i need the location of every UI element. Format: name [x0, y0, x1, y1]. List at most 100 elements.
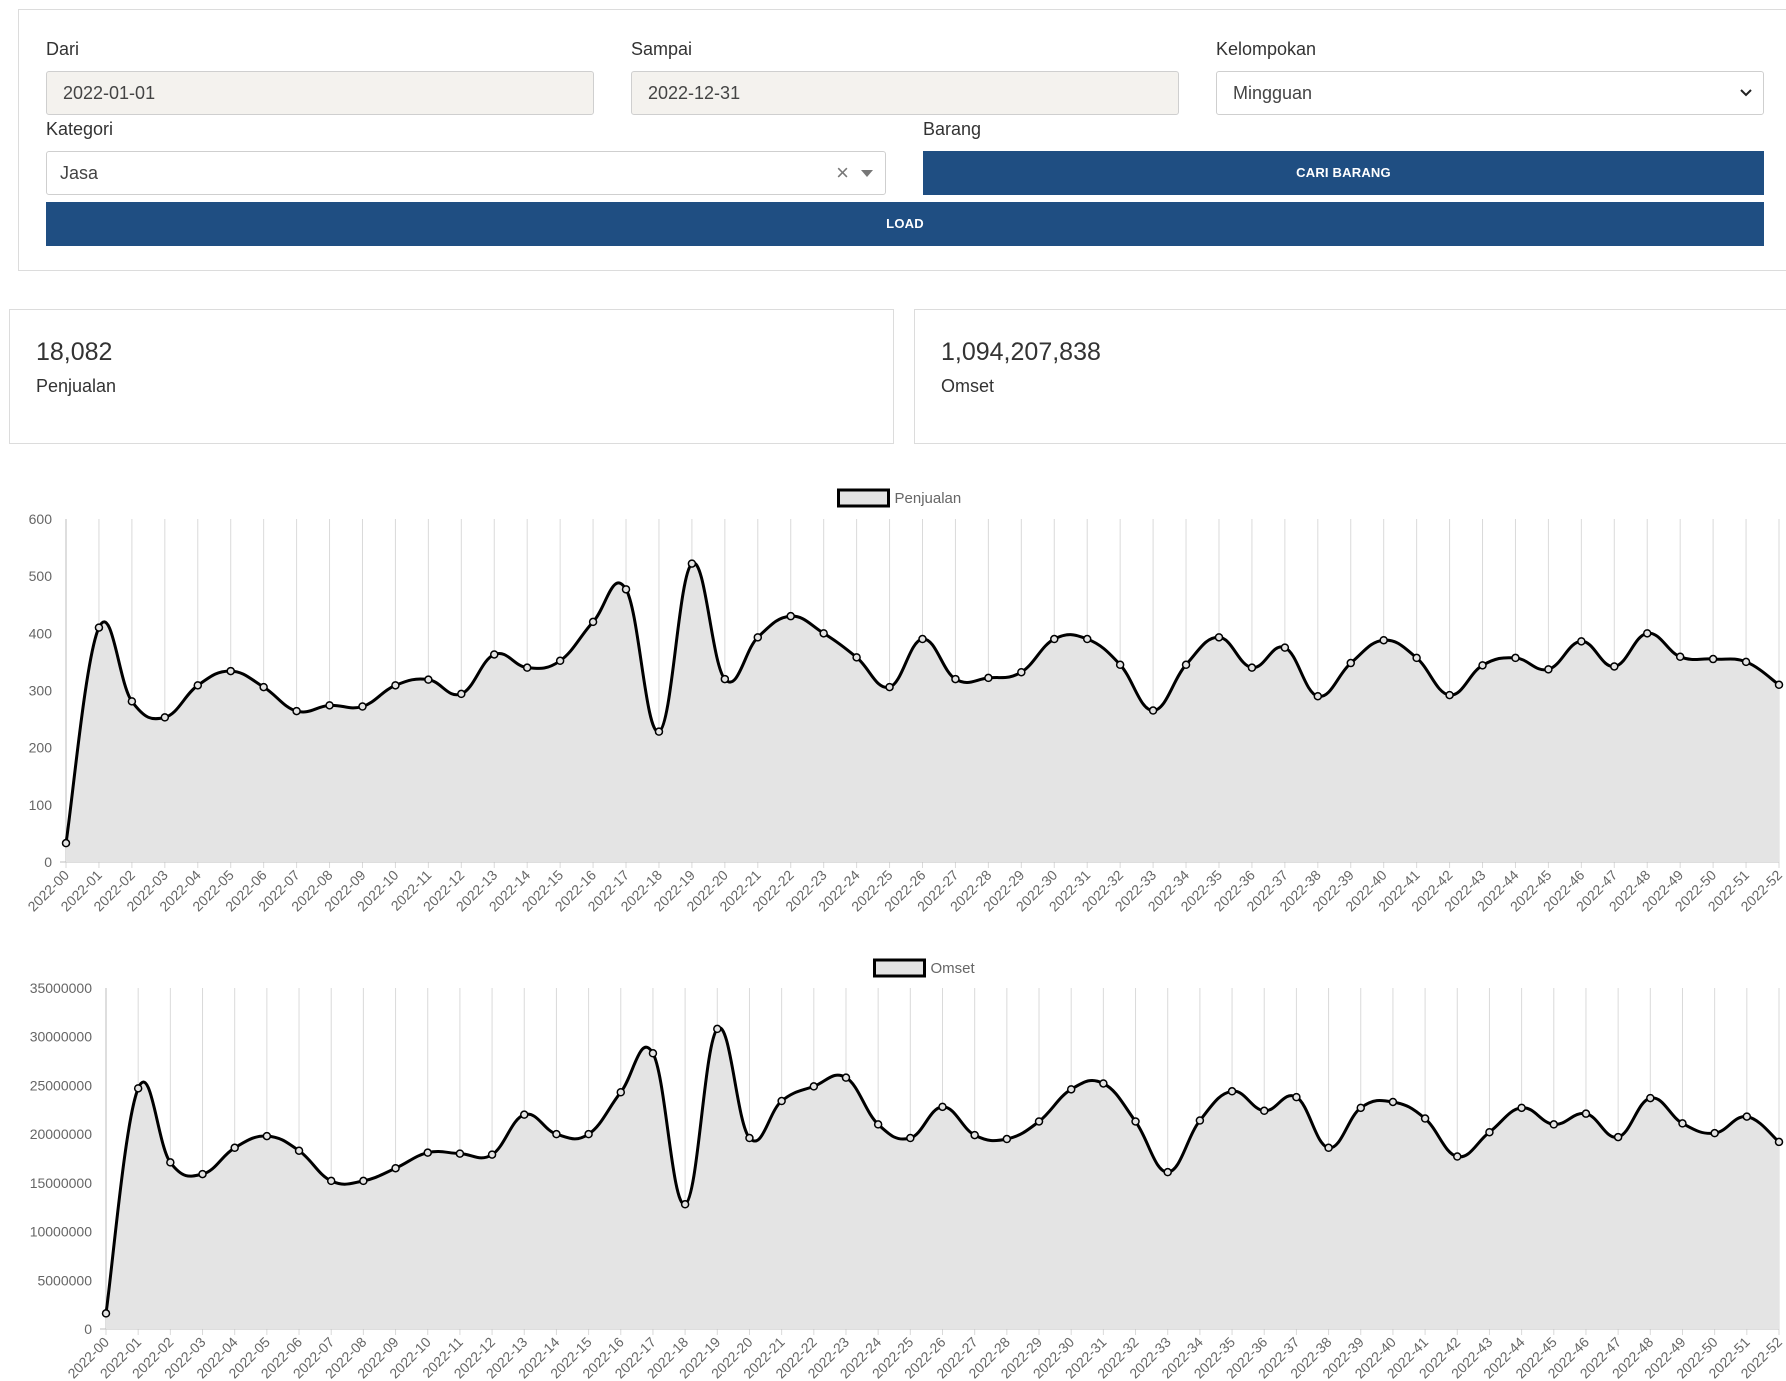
series-area	[106, 1027, 1779, 1329]
kategori-selected-value: Jasa	[60, 163, 99, 183]
data-point	[951, 674, 960, 684]
data-point	[753, 633, 763, 642]
data-point	[61, 838, 71, 848]
data-point	[621, 585, 631, 594]
data-point	[1642, 629, 1652, 638]
data-point	[1549, 1120, 1559, 1129]
data-point	[713, 1024, 722, 1034]
data-point	[1131, 1117, 1140, 1126]
data-point	[1581, 1109, 1591, 1118]
data-point	[720, 674, 730, 684]
data-point	[852, 653, 861, 662]
data-point	[616, 1087, 626, 1097]
penjualan-chart: Penjualan01002003004005006002022-002022-…	[24, 488, 1785, 914]
data-point	[1247, 663, 1257, 672]
data-point	[1412, 653, 1421, 663]
kelompokan-label: Kelompokan	[1216, 39, 1317, 59]
sampai-label: Sampai	[631, 39, 693, 59]
legend-label: Penjualan	[895, 490, 962, 507]
y-tick-label: 400	[29, 625, 53, 641]
omset-chart: Omset 0 5000000 10000000 15000000 20000000 250…	[30, 958, 1785, 1381]
data-point	[1227, 1087, 1237, 1096]
data-point	[1313, 691, 1323, 701]
kategori-select[interactable]: Jasa ×	[46, 151, 886, 195]
clear-icon[interactable]: ×	[836, 160, 849, 185]
dari-date-input[interactable]: 2022-01-01	[46, 71, 594, 115]
data-point	[326, 1176, 336, 1186]
data-point	[1002, 1134, 1012, 1144]
omset-stat-card: 1,094,207,838 Omset	[914, 309, 1786, 444]
data-point	[687, 559, 697, 568]
data-point	[325, 701, 334, 710]
data-point	[1741, 657, 1751, 667]
data-point	[1346, 658, 1355, 668]
data-point	[1163, 1167, 1172, 1177]
data-point	[1678, 1119, 1687, 1128]
data-point	[1195, 1116, 1205, 1125]
data-point	[457, 689, 466, 699]
data-point	[1017, 667, 1026, 677]
data-point	[1774, 680, 1784, 690]
data-point	[1388, 1097, 1398, 1107]
data-point	[1034, 1117, 1044, 1126]
data-point	[1099, 1079, 1108, 1088]
data-point	[555, 656, 565, 666]
data-point	[1066, 1085, 1076, 1094]
data-point	[970, 1130, 979, 1140]
legend-swatch	[873, 958, 926, 978]
data-point	[1517, 1103, 1526, 1113]
data-point	[423, 1148, 432, 1157]
y-tick-label: 0	[84, 1321, 92, 1337]
data-point	[292, 706, 301, 716]
barang-label: Barang	[923, 119, 982, 139]
y-tick-label: 30000000	[30, 1029, 93, 1045]
data-point	[94, 623, 104, 632]
caret-down-icon[interactable]	[861, 170, 873, 177]
data-point	[1610, 662, 1619, 671]
data-point	[584, 1129, 593, 1139]
y-tick-label: 5000000	[37, 1272, 92, 1288]
data-point	[1082, 634, 1092, 644]
kelompokan-select[interactable]: Mingguan	[1216, 71, 1764, 115]
y-tick-label: 25000000	[30, 1077, 93, 1093]
data-point	[358, 702, 367, 711]
penjualan-stat-card: 18,082 Penjualan	[9, 309, 894, 444]
load-button[interactable]: LOAD	[46, 202, 1764, 246]
data-point	[680, 1200, 690, 1209]
data-point	[1544, 665, 1553, 674]
y-tick-label: 500	[29, 568, 53, 584]
data-point	[230, 1143, 239, 1153]
cari-barang-button[interactable]: CARI BARANG	[923, 151, 1764, 195]
y-tick-label: 35000000	[30, 980, 93, 996]
data-point	[588, 617, 598, 627]
data-point	[522, 663, 532, 672]
data-point	[1259, 1106, 1269, 1116]
data-point	[1420, 1114, 1430, 1123]
data-point	[552, 1129, 561, 1139]
data-point	[1115, 660, 1125, 670]
y-tick-label: 100	[29, 797, 53, 813]
chevron-down-icon	[1739, 72, 1753, 131]
data-point	[391, 1163, 400, 1173]
omset-total-value: 1,094,207,838	[941, 338, 1101, 366]
data-point	[786, 611, 795, 621]
sampai-date-input[interactable]: 2022-12-31	[631, 71, 1179, 115]
data-point	[193, 681, 203, 690]
legend-swatch	[837, 488, 890, 508]
y-tick-label: 0	[44, 854, 52, 870]
penjualan-total-value: 18,082	[36, 338, 113, 366]
data-point	[1148, 706, 1158, 715]
data-point	[1613, 1132, 1623, 1142]
data-point	[1050, 634, 1059, 644]
data-point	[777, 1096, 786, 1106]
data-point	[391, 681, 400, 690]
data-point	[133, 1084, 143, 1093]
y-tick-label: 10000000	[30, 1224, 93, 1240]
data-point	[1675, 652, 1685, 662]
data-point	[1214, 633, 1224, 642]
kelompokan-selected-value: Mingguan	[1233, 83, 1313, 103]
data-point	[160, 713, 170, 722]
y-tick-label: 20000000	[30, 1126, 93, 1142]
data-point	[1379, 635, 1388, 645]
data-point	[487, 1150, 497, 1159]
